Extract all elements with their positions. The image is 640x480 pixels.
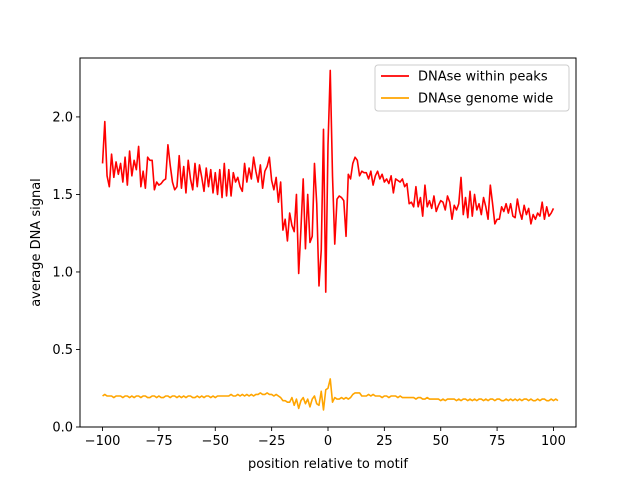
- x-tick-label: 75: [489, 434, 506, 449]
- series-line-1: [102, 378, 559, 411]
- plot-series: [101, 69, 559, 411]
- x-axis-label: position relative to motif: [248, 457, 408, 472]
- x-tick-label: 100: [541, 434, 566, 449]
- x-tick-label: −25: [258, 434, 285, 449]
- x-tick-label: −75: [145, 434, 172, 449]
- y-axis-ticks: 0.0 0.5 1.0 1.5 2.0: [52, 110, 80, 436]
- y-tick-label: 2.0: [52, 110, 73, 125]
- x-tick-label: −50: [202, 434, 229, 449]
- legend-label-genome-wide: DNAse genome wide: [418, 92, 553, 107]
- y-tick-label: 0.5: [52, 343, 73, 358]
- x-axis-ticks: −100 −75 −50 −25 0 25 50 75 100: [85, 427, 566, 449]
- series-line-0: [101, 69, 555, 293]
- legend-box: [374, 64, 570, 112]
- x-tick-label: 50: [432, 434, 449, 449]
- y-tick-label: 1.0: [52, 265, 73, 280]
- x-tick-label: 0: [324, 434, 332, 449]
- y-tick-label: 0.0: [52, 421, 73, 436]
- legend: DNAse within peaks DNAse genome wide: [374, 64, 570, 112]
- legend-label-within-peaks: DNAse within peaks: [418, 70, 548, 85]
- y-tick-label: 1.5: [52, 188, 73, 203]
- x-tick-label: −100: [85, 434, 121, 449]
- y-axis-label: average DNA signal: [29, 178, 44, 307]
- x-tick-label: 25: [376, 434, 393, 449]
